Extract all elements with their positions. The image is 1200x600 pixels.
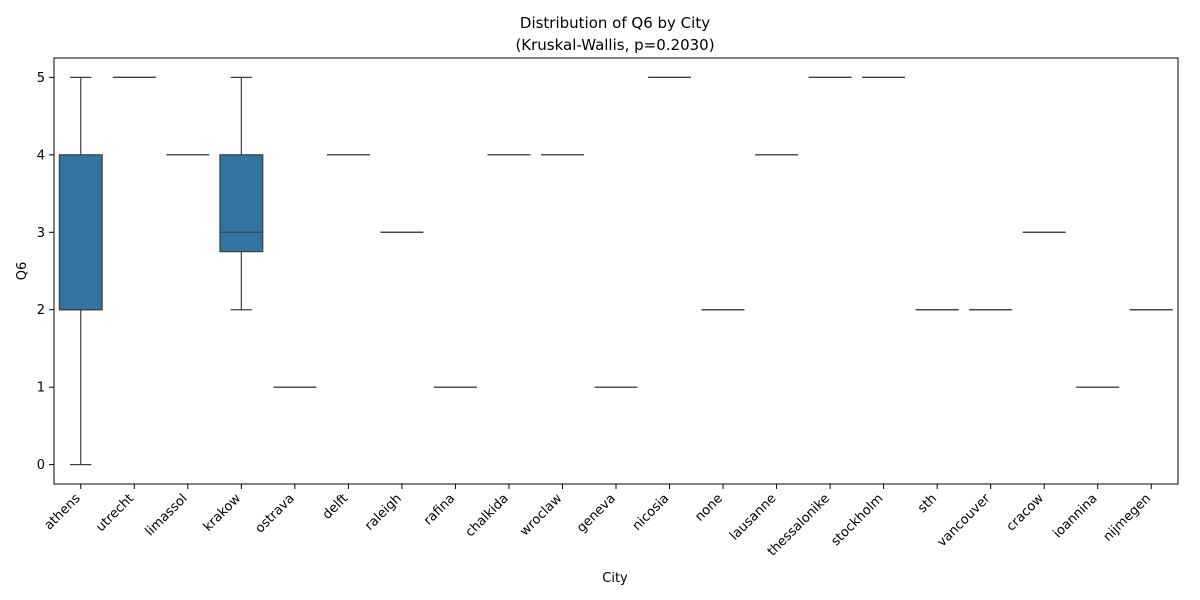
y-tick-label: 2 (37, 303, 45, 318)
x-tick-label: utrecht (93, 491, 137, 535)
x-tick-label: stockholm (828, 491, 886, 549)
x-tick-label: raleigh (362, 491, 404, 533)
y-tick-label: 4 (37, 148, 45, 163)
chart-title: Distribution of Q6 by City (520, 14, 710, 32)
box-athens (58, 76, 103, 466)
y-tick-label: 5 (37, 71, 45, 86)
box-krakow (219, 76, 264, 311)
x-tick-label: limassol (143, 491, 191, 539)
axes-frame (53, 57, 1179, 485)
x-axis-label: City (602, 571, 628, 586)
x-tick-label: ostrava (253, 491, 298, 536)
chart-subtitle: (Kruskal-Wallis, p=0.2030) (515, 36, 714, 54)
y-tick-label: 0 (37, 458, 45, 473)
y-tick-label: 3 (37, 226, 45, 241)
x-tick-label: cracow (1004, 491, 1048, 535)
x-tick-label: rafina (421, 491, 458, 528)
x-tick-label: nicosia (630, 491, 673, 534)
y-axis-label: Q6 (15, 262, 30, 281)
x-tick-label: delft (320, 491, 351, 522)
x-tick-label: vancouver (935, 491, 994, 550)
iqr-box (58, 154, 103, 311)
iqr-box (219, 154, 264, 253)
x-tick-label: geneva (574, 491, 619, 536)
x-tick-label: none (692, 491, 726, 525)
plot-area: 0 1 2 3 4 5 athens utrecht limassol krakow ostrava… (37, 57, 1179, 559)
x-tick-label: sth (915, 491, 940, 516)
x-tick-label: nijmegen (1101, 491, 1154, 544)
x-tick-label: wroclaw (517, 491, 565, 539)
x-tick-label: krakow (201, 491, 245, 535)
x-tick-label: ioannina (1050, 491, 1100, 541)
x-tick-label: chalkida (463, 491, 512, 540)
x-tick-label: lausanne (727, 491, 779, 543)
x-tick-label: athens (42, 491, 84, 533)
y-tick-label: 1 (37, 381, 45, 396)
